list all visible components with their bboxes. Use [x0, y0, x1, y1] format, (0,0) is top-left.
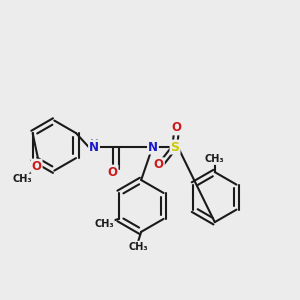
Text: O: O	[108, 166, 118, 178]
Text: CH₃: CH₃	[205, 154, 225, 164]
Text: N: N	[89, 141, 99, 154]
Text: H: H	[90, 139, 98, 149]
Text: CH₃: CH₃	[94, 219, 114, 229]
Text: S: S	[170, 141, 179, 154]
Text: O: O	[171, 122, 181, 134]
Text: CH₃: CH₃	[128, 242, 148, 252]
Text: O: O	[32, 160, 42, 173]
Text: CH₃: CH₃	[13, 174, 32, 184]
Text: O: O	[154, 158, 164, 171]
Text: N: N	[148, 141, 158, 154]
